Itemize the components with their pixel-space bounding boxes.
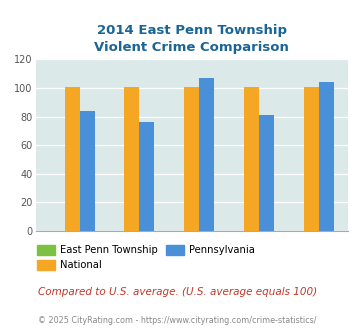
Text: © 2025 CityRating.com - https://www.cityrating.com/crime-statistics/: © 2025 CityRating.com - https://www.city… (38, 315, 317, 325)
Title: 2014 East Penn Township
Violent Crime Comparison: 2014 East Penn Township Violent Crime Co… (94, 24, 289, 54)
Bar (304, 86, 319, 231)
Bar (65, 86, 80, 231)
Bar (125, 86, 140, 231)
Bar (140, 122, 154, 231)
Bar (80, 111, 94, 231)
Bar (244, 86, 259, 231)
Bar (259, 115, 274, 231)
Legend: East Penn Township, National, Pennsylvania: East Penn Township, National, Pennsylvan… (33, 241, 259, 274)
Text: Compared to U.S. average. (U.S. average equals 100): Compared to U.S. average. (U.S. average … (38, 287, 317, 297)
Bar (199, 78, 214, 231)
Bar (184, 86, 199, 231)
Bar (319, 82, 334, 231)
